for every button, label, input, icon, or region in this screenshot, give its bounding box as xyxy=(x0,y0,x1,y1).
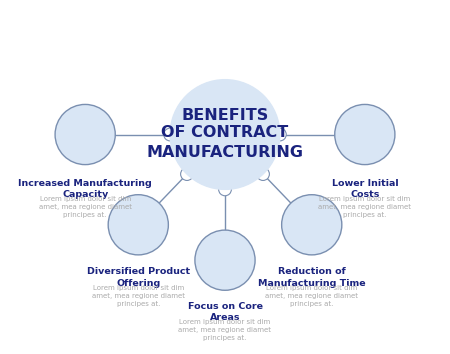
Circle shape xyxy=(274,128,286,141)
Text: OF CONTRACT: OF CONTRACT xyxy=(162,125,288,140)
Circle shape xyxy=(335,104,395,165)
Text: Lower Initial
Costs: Lower Initial Costs xyxy=(332,179,398,199)
Circle shape xyxy=(180,168,194,181)
Circle shape xyxy=(282,195,342,255)
Circle shape xyxy=(195,230,255,290)
Text: Lorem ipsum dolor sit dim
amet, mea regione diamet
principes at.: Lorem ipsum dolor sit dim amet, mea regi… xyxy=(265,285,358,307)
Circle shape xyxy=(164,128,176,141)
Text: Lorem ipsum dolor sit dim
amet, mea regione diamet
principes at.: Lorem ipsum dolor sit dim amet, mea regi… xyxy=(92,285,185,307)
Text: MANUFACTURING: MANUFACTURING xyxy=(147,145,303,160)
Text: Reduction of
Manufacturing Time: Reduction of Manufacturing Time xyxy=(258,267,365,288)
Text: Focus on Core
Areas: Focus on Core Areas xyxy=(188,302,262,322)
Text: Diversified Product
Offering: Diversified Product Offering xyxy=(87,267,190,288)
Text: Lorem ipsum dolor sit dim
amet, mea regione diamet
principes at.: Lorem ipsum dolor sit dim amet, mea regi… xyxy=(179,319,271,341)
Text: Lorem ipsum dolor sit dim
amet, mea regione diamet
principes at.: Lorem ipsum dolor sit dim amet, mea regi… xyxy=(318,196,411,218)
Circle shape xyxy=(108,195,168,255)
Text: BENEFITS: BENEFITS xyxy=(181,108,269,122)
Circle shape xyxy=(219,183,231,196)
Circle shape xyxy=(55,104,115,165)
Circle shape xyxy=(256,168,270,181)
Text: Increased Manufacturing
Capacity: Increased Manufacturing Capacity xyxy=(18,179,152,199)
Text: Lorem ipsum dolor sit dim
amet, mea regione diamet
principes at.: Lorem ipsum dolor sit dim amet, mea regi… xyxy=(39,196,132,218)
Circle shape xyxy=(170,80,280,189)
